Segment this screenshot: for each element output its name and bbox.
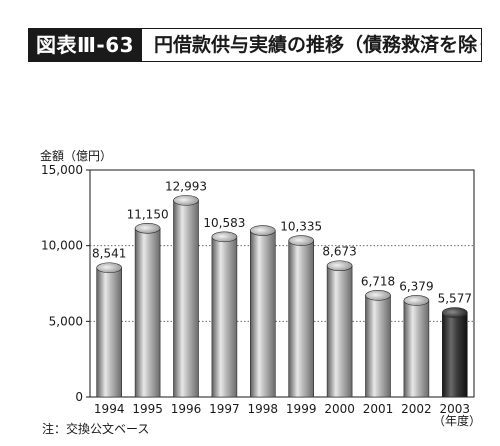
bar-cap: [173, 195, 199, 206]
bar-cap: [249, 225, 276, 236]
value-label: 8,541: [92, 247, 126, 261]
x-tick-label: 1996: [171, 402, 202, 416]
chart-title: 円借款供与実績の推移（債務救済を除く）: [142, 28, 482, 62]
value-label: 11,150: [127, 207, 169, 221]
bar-2001: [365, 290, 391, 398]
bar-cap: [441, 307, 468, 318]
bar-cap: [326, 260, 353, 272]
y-tick-label: 15,000: [41, 163, 83, 177]
value-label: 6,379: [399, 279, 433, 293]
bar-1996: [173, 195, 199, 398]
x-tick-label: 1998: [248, 402, 279, 416]
bar-cap: [211, 231, 238, 243]
bar-body: [173, 200, 199, 398]
bar-1999: [288, 235, 315, 398]
y-tick-label: 5,000: [49, 314, 83, 328]
value-label: 6,718: [361, 274, 395, 288]
bar-body: [96, 267, 122, 398]
bar-2000: [326, 260, 353, 398]
bar-body: [250, 230, 276, 398]
bar-1997: [211, 231, 238, 398]
x-tick-label: 1997: [209, 402, 240, 416]
bar-cap: [96, 262, 122, 274]
bar-body: [211, 236, 238, 398]
bar-1995: [134, 222, 161, 398]
x-tick-label: 2000: [324, 402, 355, 416]
x-tick-label: 1994: [94, 402, 125, 416]
value-label: 12,993: [165, 179, 207, 193]
value-label: 10,335: [280, 220, 322, 234]
bar-cap: [288, 235, 315, 246]
bar-cap: [403, 295, 430, 306]
y-axis-label: 金額（億円）: [40, 148, 112, 163]
x-tick-label: 2002: [401, 402, 432, 416]
bar-2003: [441, 307, 468, 398]
bar-2002: [403, 295, 430, 398]
x-tick-label: 1995: [132, 402, 163, 416]
value-label: 8,673: [322, 245, 356, 259]
value-label: 5,577: [438, 292, 472, 306]
plot-frame: [89, 169, 475, 398]
bar-1994: [96, 262, 122, 398]
x-axis-label: （年度）: [433, 413, 481, 428]
bar-body: [288, 240, 315, 398]
figure-label: 図表Ⅲ-63: [28, 28, 143, 62]
x-tick-label: 2001: [363, 402, 394, 416]
bar-body: [365, 295, 391, 398]
bar-body: [326, 265, 353, 398]
bar-cap: [365, 290, 391, 301]
footnote: 注：交換公文ベース: [42, 422, 150, 436]
bar-body: [441, 312, 468, 398]
y-tick-label: 10,000: [41, 239, 83, 253]
bar-body: [403, 300, 430, 398]
x-tick-label: 1999: [286, 402, 317, 416]
y-tick-label: 0: [75, 390, 83, 404]
figure-header: 図表Ⅲ-63 円借款供与実績の推移（債務救済を除く）: [28, 28, 482, 62]
bar-cap: [134, 222, 161, 234]
value-label: 10,583: [203, 216, 245, 230]
bar-1998: [249, 225, 276, 398]
bar-body: [134, 227, 161, 398]
x-tick-label: 2003: [440, 402, 471, 416]
